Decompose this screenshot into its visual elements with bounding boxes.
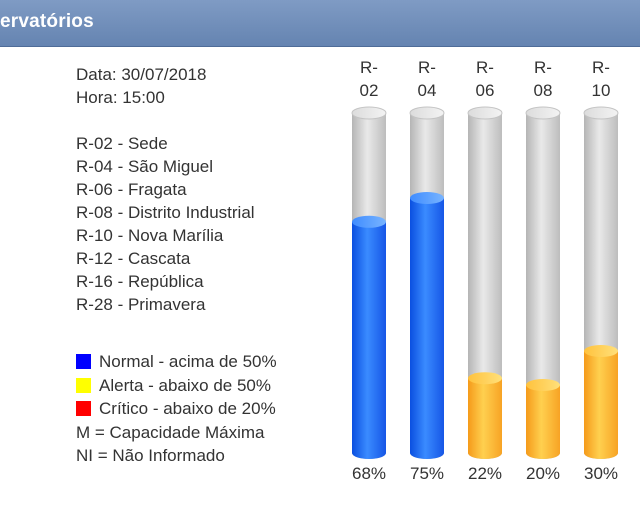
legend-note-ni-label: NI = Não Informado <box>76 446 225 465</box>
bar-track-cap <box>351 106 387 120</box>
reservoir-item: R-16 - República <box>76 272 204 291</box>
bar-fill <box>526 385 560 453</box>
legend-note-max-label: M = Capacidade Máxima <box>76 422 265 442</box>
category-label-line1: R- <box>418 58 436 77</box>
reservoir-list: R-02 - Sede R-04 - São Miguel R-06 - Fra… <box>76 132 255 316</box>
bar-fill <box>352 221 386 453</box>
category-label-line2: 04 <box>418 81 437 100</box>
category-label-line2: 06 <box>476 81 495 100</box>
value-label: 20% <box>526 464 560 483</box>
reservoir-item: R-06 - Fragata <box>76 180 187 199</box>
bar-fill-bottom <box>526 447 560 459</box>
category-label-line2: 10 <box>592 81 611 100</box>
reservoir-item: R-02 - Sede <box>76 134 168 153</box>
date-label: Data: 30/07/2018 <box>76 65 207 84</box>
bar-fill <box>410 198 444 453</box>
legend-swatch-critical <box>76 401 91 417</box>
bar-fill-bottom <box>468 447 502 459</box>
category-label-line2: 02 <box>360 81 379 100</box>
legend-note-max: M = Capacidade Máxima <box>76 421 277 445</box>
legend-label-alert: Alerta - abaixo de 50% <box>99 375 271 395</box>
legend-note-ni: NI = Não Informado <box>76 444 277 468</box>
category-label-line1: R- <box>476 58 494 77</box>
bar-fill-cap <box>526 379 560 391</box>
bar-fill <box>584 351 618 453</box>
bar-fill <box>468 378 502 453</box>
reservoir-item: R-04 - São Miguel <box>76 157 214 176</box>
bar-track-cap <box>583 106 619 120</box>
legend-item-critical: Crítico - abaixo de 20% <box>76 397 277 421</box>
bar-fill-cap <box>352 215 386 228</box>
category-label-line1: R- <box>592 58 610 77</box>
legend: Normal - acima de 50% Alerta - abaixo de… <box>76 350 277 468</box>
bar-track-cap <box>409 106 445 120</box>
header-title: ervatórios <box>0 11 94 32</box>
value-label: 30% <box>584 464 618 483</box>
legend-item-normal: Normal - acima de 50% <box>76 350 277 374</box>
bar-fill-cap <box>584 345 618 357</box>
reservoir-item: R-10 - Nova Marília <box>76 226 224 245</box>
bar-fill-bottom <box>352 447 386 459</box>
reservoir-item: R-08 - Distrito Industrial <box>76 203 255 222</box>
legend-item-alert: Alerta - abaixo de 50% <box>76 374 277 398</box>
bar-track-cap <box>467 106 503 120</box>
bar-fill-cap <box>410 192 444 204</box>
value-label: 68% <box>352 464 386 483</box>
legend-swatch-normal <box>76 354 91 370</box>
category-label-line1: R- <box>534 58 552 77</box>
value-label: 75% <box>410 464 444 483</box>
category-label-line2: 08 <box>534 81 553 100</box>
bar-fill-bottom <box>410 447 444 459</box>
header-bar: ervatórios <box>0 0 640 47</box>
value-label: 22% <box>468 464 502 483</box>
legend-swatch-alert <box>76 377 91 393</box>
time-label: Hora: 15:00 <box>76 88 165 107</box>
reservoir-item: R-12 - Cascata <box>76 249 191 268</box>
bar-fill-bottom <box>584 447 618 459</box>
legend-label-critical: Crítico - abaixo de 20% <box>99 399 276 418</box>
category-label-line1: R- <box>360 58 378 77</box>
bar-track-cap <box>525 106 561 120</box>
legend-label-normal: Normal - acima de 50% <box>99 352 277 371</box>
bar-fill-cap <box>468 372 502 385</box>
reservoir-item: R-28 - Primavera <box>76 295 206 314</box>
